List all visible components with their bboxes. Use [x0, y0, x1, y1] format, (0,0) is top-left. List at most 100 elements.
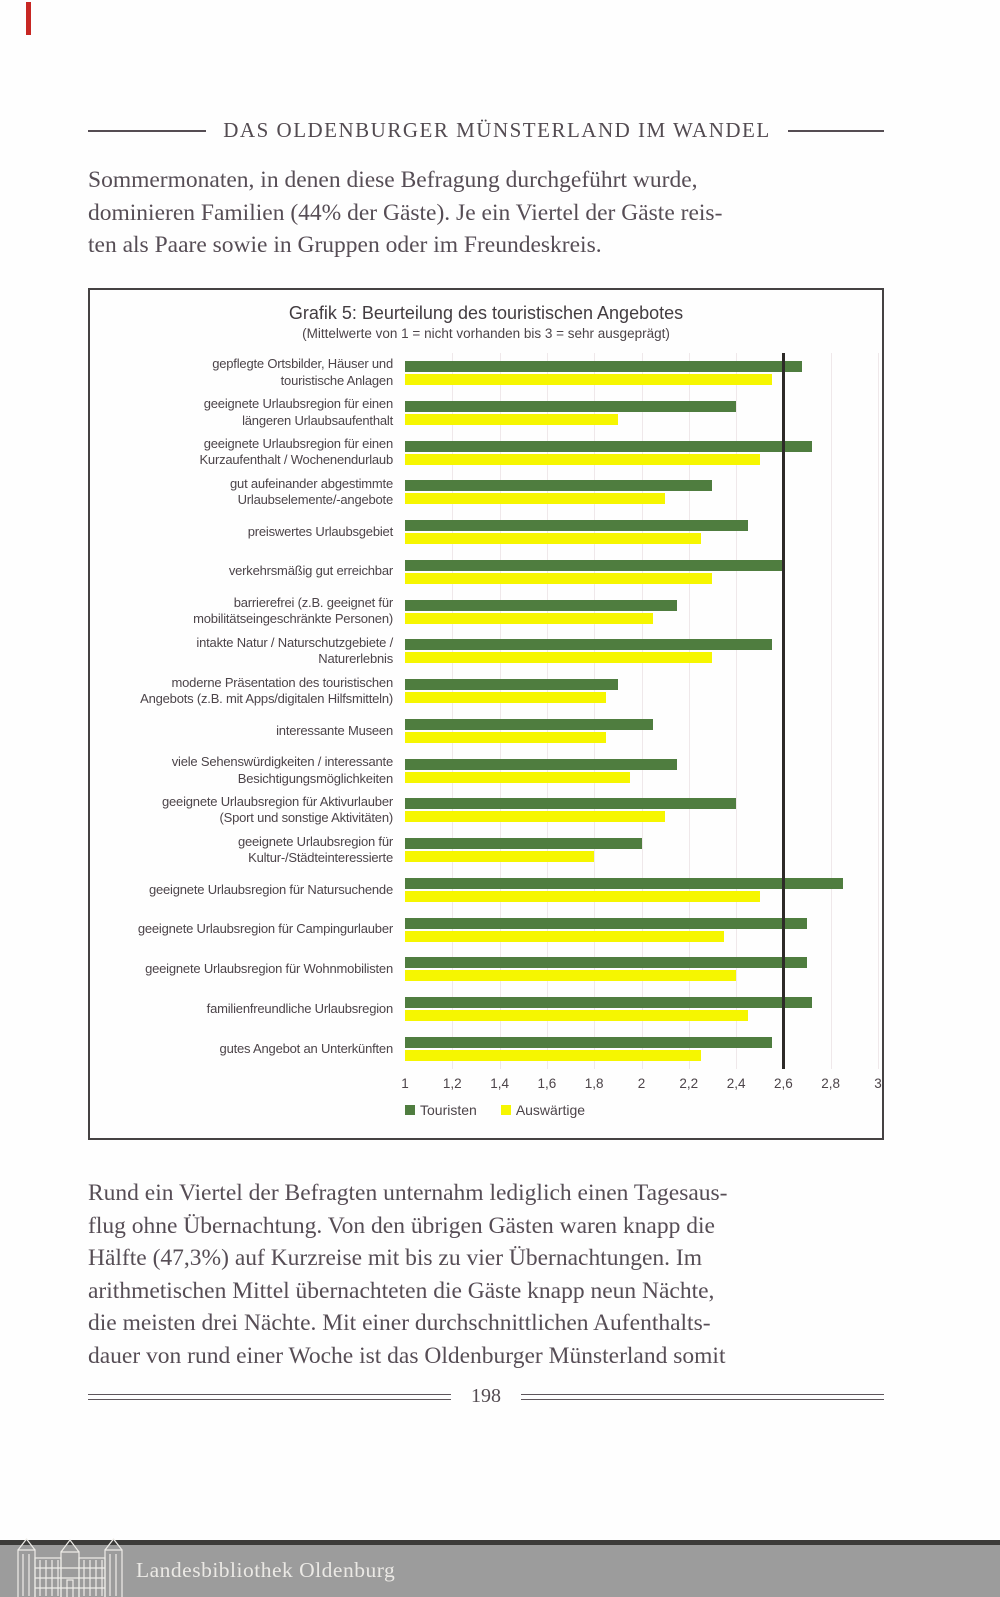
bar-group — [405, 552, 878, 592]
bar-touristen — [405, 957, 808, 969]
x-tick-label: 1,2 — [442, 1076, 462, 1091]
text-line: dauer von rund einer Woche ist das Olden… — [88, 1342, 726, 1369]
bar-touristen — [405, 400, 737, 412]
bar-touristen — [405, 758, 677, 770]
chart-row: geeignete Urlaubsregion für einen längere… — [90, 393, 878, 433]
chart-subtitle: (Mittelwerte von 1 = nicht vorhanden bis… — [302, 326, 670, 341]
category-label: geeignete Urlaubsregion für Aktivurlaube… — [162, 793, 393, 826]
page-number-rule-left — [88, 1393, 451, 1400]
bar-auswärtige — [405, 572, 713, 584]
running-head: DAS OLDENBURGER MÜNSTERLAND IM WANDEL — [88, 118, 884, 143]
chart-plot-area: gepflegte Ortsbilder, Häuser und touristi… — [90, 353, 879, 1069]
chart-legend: Touristen Auswärtige — [405, 1102, 585, 1118]
legend-label: Touristen — [420, 1102, 477, 1118]
x-tick-label: 1,8 — [584, 1076, 604, 1091]
bar-group — [405, 830, 878, 870]
page-number: 198 — [471, 1385, 501, 1407]
bar-group — [405, 512, 878, 552]
grid-line — [688, 353, 690, 1069]
bar-auswärtige — [405, 493, 666, 505]
header-rule-right — [788, 129, 884, 132]
category-label: gutes Angebot an Unterkünften — [219, 1040, 394, 1056]
legend-swatch — [405, 1105, 415, 1115]
text-line: die meisten drei Nächte. Mit einer durch… — [88, 1307, 884, 1340]
bar-group — [405, 631, 878, 671]
bar-auswärtige — [405, 930, 725, 942]
text-line-content: die meisten drei Nächte. Mit einer durch… — [88, 1310, 711, 1337]
x-tick-label: 3 — [874, 1076, 882, 1091]
bar-auswärtige — [405, 1010, 748, 1022]
chart-row: geeignete Urlaubsregion für Natursuchend… — [90, 870, 878, 910]
library-building-icon — [17, 1538, 123, 1597]
grid-line — [736, 353, 738, 1069]
text-line-content: Sommermonaten, in denen diese Befragung … — [88, 167, 698, 193]
grid-line — [830, 353, 832, 1069]
bar-auswärtige — [405, 970, 737, 982]
text-line: flug ohne Übernachtung. Von den übrigen … — [88, 1210, 884, 1243]
category-label: gut aufeinander abgestimmte Urlaubselemen… — [230, 475, 393, 508]
bar-auswärtige — [405, 453, 760, 465]
chart-row: intakte Natur / Naturschutzgebiete / Natu… — [90, 631, 878, 671]
category-label: geeignete Urlaubsregion für Natursuchend… — [148, 881, 393, 897]
category-label: preiswertes Urlaubsgebiet — [247, 523, 393, 539]
category-label: barrierefrei (z.B. geeignet für mobilität… — [193, 594, 393, 627]
x-tick-label: 2,6 — [774, 1076, 793, 1091]
chart-row: geeignete Urlaubsregion für Wohnmobilist… — [90, 949, 878, 989]
chart-row: gut aufeinander abgestimmte Urlaubselemen… — [90, 472, 878, 512]
bar-auswärtige — [405, 413, 618, 425]
header-rule-left — [88, 129, 206, 132]
chart-row: gepflegte Ortsbilder, Häuser und touristi… — [90, 353, 878, 393]
bar-touristen — [405, 440, 812, 452]
text-line-content: dominieren Familien (44% der Gäste). Je … — [88, 199, 723, 226]
scan-red-mark — [26, 2, 31, 35]
category-label: geeignete Urlaubsregion für Kultur-/Städt… — [237, 833, 393, 866]
x-tick-label: 2,2 — [679, 1076, 699, 1091]
legend-item: Touristen — [405, 1102, 477, 1118]
bar-group — [405, 1029, 878, 1069]
chart-row: viele Sehenswürdigkeiten / interessante B… — [90, 751, 878, 791]
category-label: geeignete Urlaubsregion für einen längere… — [203, 396, 393, 428]
chart-row: geeignete Urlaubsregion für Kultur-/Städt… — [90, 830, 878, 870]
bar-auswärtige — [405, 1050, 701, 1062]
category-label: intakte Natur / Naturschutzgebiete / Natu… — [196, 634, 393, 667]
running-head-title: DAS OLDENBURGER MÜNSTERLAND IM WANDEL — [223, 118, 771, 142]
category-label: familienfreundliche Urlaubsregion — [206, 1000, 394, 1016]
bar-auswärtige — [405, 890, 760, 902]
chart-row: interessante Museen — [90, 711, 878, 751]
legend-label: Auswärtige — [515, 1102, 586, 1118]
x-tick-label: 1 — [401, 1076, 409, 1091]
page-number-rule-right — [521, 1393, 884, 1400]
chart-row: geeignete Urlaubsregion für Campingurlau… — [90, 910, 878, 950]
page-number-row: 198 — [88, 1385, 884, 1408]
x-tick-label: 1,6 — [537, 1076, 557, 1091]
category-label: geeignete Urlaubsregion für Wohnmobilist… — [145, 961, 393, 977]
x-tick-label: 2 — [637, 1076, 646, 1091]
grid-line — [452, 353, 454, 1069]
bar-touristen — [405, 361, 803, 372]
bar-group — [405, 790, 878, 830]
bar-touristen — [405, 997, 812, 1009]
bar-touristen — [405, 480, 713, 492]
category-label: moderne Präsentation des touristischen An… — [140, 674, 393, 707]
category-label: geeignete Urlaubsregion für Campingurlau… — [137, 921, 393, 937]
bar-touristen — [405, 877, 843, 889]
bar-group — [405, 433, 878, 473]
text-line: arithmetischen Mittel übernachteten die … — [88, 1275, 884, 1308]
bar-touristen — [405, 639, 772, 651]
category-label: viele Sehenswürdigkeiten / interessante B… — [171, 754, 393, 786]
bar-group — [405, 671, 878, 711]
legend-item: Auswärtige — [500, 1102, 586, 1118]
paragraph-bottom: Rund ein Viertel der Befragten unternahm… — [88, 1177, 884, 1373]
chart-row: preiswertes Urlaubsgebiet — [90, 512, 878, 552]
bar-group — [405, 472, 878, 512]
x-tick-label: 2,8 — [821, 1076, 841, 1091]
grid-line — [878, 353, 879, 1069]
chart-row: verkehrsmäßig gut erreichbar — [90, 552, 878, 592]
bar-touristen — [405, 718, 654, 730]
paragraph-top: Sommermonaten, in denen diese Befragung … — [88, 164, 884, 262]
chart-row: gutes Angebot an Unterkünften — [90, 1029, 878, 1069]
legend-swatch — [500, 1105, 511, 1115]
bar-group — [405, 751, 878, 791]
category-label: geeignete Urlaubsregion für einen Kurzauf… — [199, 435, 393, 468]
